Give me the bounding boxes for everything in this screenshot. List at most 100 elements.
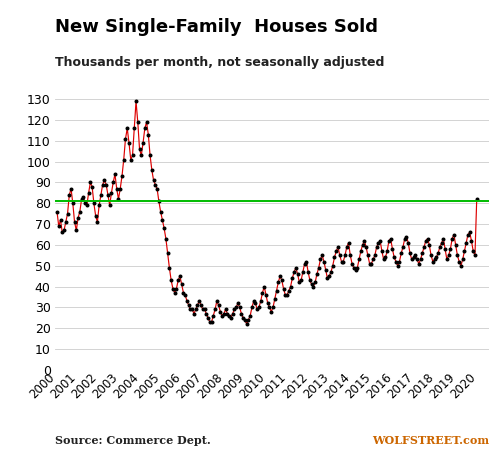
Point bbox=[367, 260, 375, 267]
Point bbox=[194, 302, 202, 309]
Point bbox=[293, 271, 301, 278]
Point bbox=[62, 218, 70, 226]
Point bbox=[397, 250, 405, 257]
Point bbox=[265, 304, 273, 311]
Point bbox=[241, 316, 249, 323]
Point bbox=[220, 310, 228, 317]
Point bbox=[424, 235, 432, 242]
Point bbox=[56, 216, 64, 224]
Point bbox=[132, 98, 140, 105]
Point bbox=[299, 268, 307, 276]
Point bbox=[225, 312, 233, 319]
Point bbox=[130, 125, 138, 132]
Point bbox=[429, 258, 437, 265]
Point bbox=[415, 260, 423, 267]
Point bbox=[165, 264, 173, 272]
Point bbox=[290, 268, 298, 276]
Point bbox=[181, 291, 189, 299]
Point bbox=[81, 200, 89, 207]
Point bbox=[141, 125, 149, 132]
Point bbox=[93, 218, 101, 226]
Point bbox=[79, 193, 87, 201]
Point bbox=[245, 316, 252, 323]
Point bbox=[74, 214, 82, 221]
Point bbox=[271, 295, 279, 303]
Point bbox=[325, 272, 333, 280]
Point bbox=[232, 304, 240, 311]
Point bbox=[251, 299, 259, 307]
Point bbox=[339, 258, 347, 265]
Point bbox=[292, 264, 300, 272]
Point bbox=[344, 239, 352, 246]
Point bbox=[457, 262, 465, 269]
Point bbox=[300, 260, 308, 267]
Point bbox=[311, 279, 319, 286]
Point bbox=[404, 239, 412, 246]
Point bbox=[411, 252, 419, 259]
Point bbox=[410, 254, 418, 261]
Point bbox=[278, 277, 286, 284]
Point bbox=[455, 258, 463, 265]
Point bbox=[180, 289, 188, 296]
Point bbox=[264, 299, 272, 307]
Point bbox=[304, 268, 312, 276]
Point bbox=[202, 310, 210, 317]
Point bbox=[272, 287, 280, 295]
Point bbox=[197, 302, 205, 309]
Point bbox=[158, 216, 166, 224]
Point bbox=[215, 302, 223, 309]
Point bbox=[127, 156, 135, 163]
Text: Thousands per month, not seasonally adjusted: Thousands per month, not seasonally adju… bbox=[55, 56, 384, 69]
Point bbox=[469, 248, 477, 255]
Point bbox=[255, 304, 263, 311]
Point bbox=[185, 302, 193, 309]
Point bbox=[113, 185, 121, 192]
Point bbox=[107, 189, 115, 197]
Point bbox=[250, 298, 257, 305]
Point bbox=[329, 262, 337, 269]
Point bbox=[406, 250, 414, 257]
Point bbox=[260, 283, 268, 290]
Point bbox=[209, 312, 217, 319]
Point bbox=[383, 248, 391, 255]
Point bbox=[139, 139, 147, 147]
Point bbox=[151, 181, 159, 188]
Point bbox=[308, 281, 316, 288]
Point bbox=[150, 177, 158, 184]
Point bbox=[436, 244, 444, 251]
Point bbox=[65, 191, 73, 198]
Point bbox=[362, 244, 370, 251]
Point bbox=[302, 258, 310, 265]
Point bbox=[403, 233, 411, 240]
Point bbox=[111, 170, 119, 178]
Point bbox=[369, 256, 377, 263]
Point bbox=[392, 258, 400, 265]
Point bbox=[360, 237, 368, 244]
Point bbox=[269, 304, 277, 311]
Point bbox=[466, 229, 474, 236]
Point bbox=[332, 248, 340, 255]
Text: New Single-Family  Houses Sold: New Single-Family Houses Sold bbox=[55, 18, 378, 36]
Point bbox=[355, 256, 363, 263]
Point bbox=[204, 314, 212, 322]
Point bbox=[288, 275, 296, 282]
Point bbox=[58, 229, 66, 236]
Point bbox=[417, 256, 425, 263]
Point bbox=[88, 183, 96, 190]
Point bbox=[102, 181, 110, 188]
Point bbox=[153, 185, 161, 192]
Point bbox=[231, 306, 239, 313]
Point bbox=[217, 308, 225, 315]
Point bbox=[330, 254, 338, 261]
Point bbox=[352, 266, 360, 273]
Point bbox=[227, 314, 235, 322]
Point bbox=[143, 119, 151, 126]
Point bbox=[376, 237, 384, 244]
Point bbox=[199, 306, 207, 313]
Point bbox=[422, 237, 430, 244]
Point bbox=[100, 177, 108, 184]
Point bbox=[408, 256, 416, 263]
Point bbox=[120, 156, 128, 163]
Point bbox=[114, 196, 122, 203]
Point bbox=[97, 191, 105, 198]
